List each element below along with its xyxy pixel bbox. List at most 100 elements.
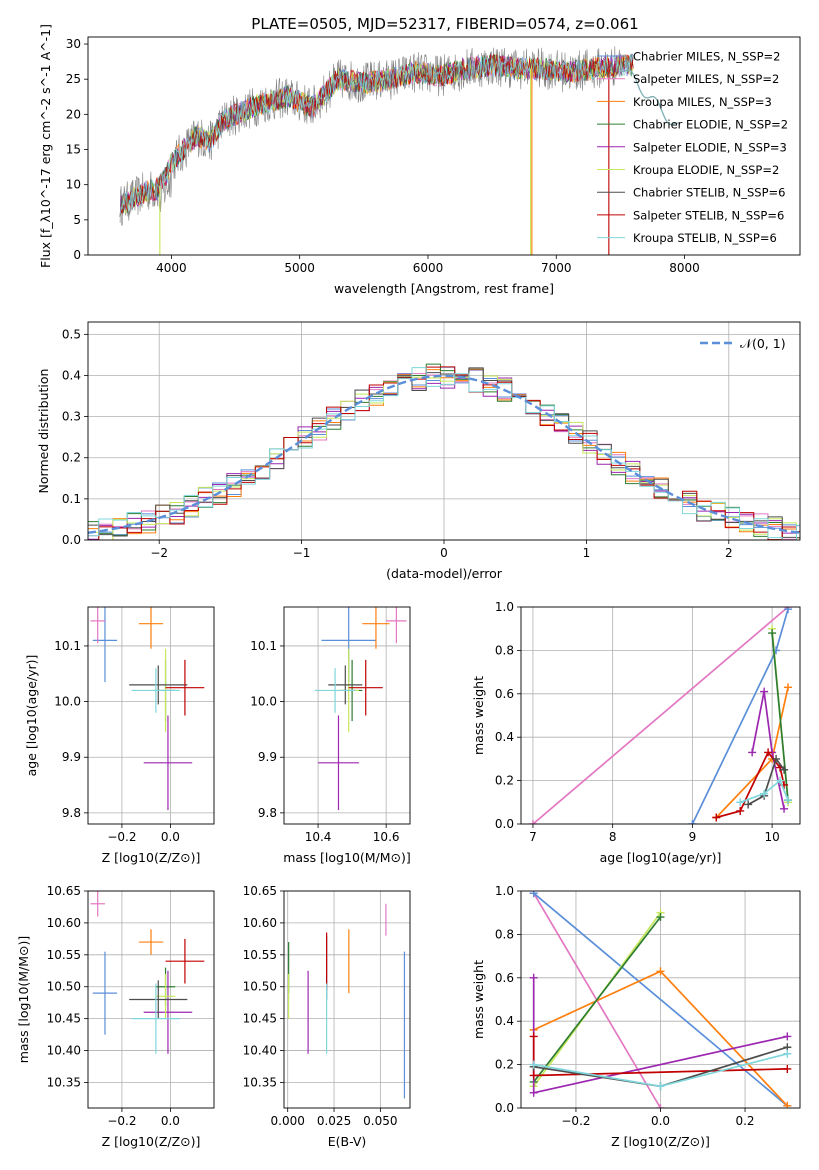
y-tick-label: 9.8 — [258, 806, 277, 820]
y-axis-label: mass [log10(M/M⊙)] — [16, 936, 31, 1064]
x-tick-label: 4000 — [156, 261, 187, 275]
series-kroupa_stelib-marker — [760, 789, 769, 798]
x-tick-label: 8000 — [669, 261, 700, 275]
y-tick-label: 10.35 — [47, 1075, 81, 1089]
x-tick-label: −2 — [150, 546, 168, 560]
x-tick-label: −0.2 — [561, 1114, 590, 1128]
histogram-kroupa_elodie-line — [88, 367, 800, 540]
series-salpeter_stelib-marker — [764, 748, 773, 757]
x-tick-label: −0.2 — [107, 1114, 136, 1128]
histogram-kroupa_stelib-line — [88, 367, 800, 540]
y-axis-label: mass weight — [471, 960, 486, 1039]
series-kroupa_miles-marker — [784, 683, 793, 692]
x-axis-label: Z [log10(Z/Z⊙)] — [611, 1134, 710, 1149]
y-tick-label: 0.0 — [62, 533, 81, 547]
x-axis-label: age [log10(age/yr)] — [600, 850, 722, 865]
x-axis-label: wavelength [Angstrom, rest frame] — [334, 281, 554, 296]
x-tick-label: 10.6 — [373, 830, 400, 844]
y-axis-label: mass weight — [471, 676, 486, 755]
legend-label: Kroupa MILES, N_SSP=3 — [633, 95, 772, 109]
mass_weight_vs_age-panel: 7 8 9 10 0.0 0.2 0.4 0.6 0.8 1.0 age [log10(age/yr… — [471, 600, 801, 865]
axes-frame — [87, 321, 801, 541]
mass_weight_vs_age-data — [528, 607, 793, 824]
series-kroupa_stelib-marker — [656, 1082, 665, 1091]
y-tick-label: 10.40 — [47, 1044, 81, 1058]
series-salpeter_elodie-marker — [760, 687, 769, 696]
y-tick-label: 0.6 — [495, 971, 514, 985]
series-chabrier_elodie-marker — [768, 629, 777, 638]
y-tick-label: 0.6 — [495, 687, 514, 701]
y-tick-label: 0.1 — [62, 492, 81, 506]
mass_vs_Z-panel: −0.2 0.0 10.35 10.40 10.45 10.50 10.55 10.60 10.… — [16, 884, 215, 1149]
legend-label: Chabrier MILES, N_SSP=2 — [633, 50, 780, 64]
y-tick-label: 9.8 — [62, 806, 81, 820]
series-chabrier_elodie-marker — [656, 913, 665, 922]
y-tick-label: 0.0 — [495, 1101, 514, 1115]
series-salpeter_miles-marker — [656, 1104, 665, 1108]
age_vs_Z-panel: −0.2 0.0 9.8 9.9 10.0 10.1 Z [log10(Z/Z⊙)] age … — [24, 606, 215, 865]
histogram-chabrier_stelib-line — [88, 367, 800, 539]
histogram-salpeter_stelib-line — [88, 366, 800, 540]
series-kroupa_stelib-marker — [784, 796, 793, 805]
y-tick-label: 10.55 — [243, 948, 277, 962]
y-tick-label: 10.50 — [47, 980, 81, 994]
series-salpeter_stelib-marker — [736, 806, 745, 815]
normal-curve-line — [88, 374, 800, 534]
y-tick-label: 0 — [73, 248, 81, 262]
y-tick-label: 10.45 — [47, 1012, 81, 1026]
age_vs_Z-data — [90, 607, 205, 811]
y-tick-label: 10.40 — [243, 1044, 277, 1058]
x-axis-label: E(B-V) — [328, 1134, 367, 1149]
y-tick-label: 0.2 — [495, 1058, 514, 1072]
series-salpeter_stelib-marker — [712, 813, 721, 822]
y-tick-label: 0.2 — [62, 451, 81, 465]
histogram-chabrier_elodie-line — [88, 363, 800, 540]
y-tick-label: 10.50 — [243, 980, 277, 994]
y-tick-label: 0.8 — [495, 643, 514, 657]
series-salpeter_elodie-marker — [529, 973, 538, 982]
legend: Chabrier MILES, N_SSP=2 Salpeter MILES, N… — [597, 50, 788, 245]
axes-frame — [520, 606, 801, 825]
x-tick-label: 7 — [529, 830, 537, 844]
y-tick-label: 10.1 — [250, 639, 277, 653]
mass_vs_ebv-data — [288, 903, 406, 1099]
series-kroupa_stelib-marker — [776, 776, 785, 785]
plot-layer: 4000 5000 6000 7000 8000051015202530Chabrier… — [16, 24, 801, 1149]
series-chabrier_miles-marker — [688, 820, 697, 824]
figure-title: PLATE=0505, MJD=52317, FIBERID=0574, z=0… — [251, 15, 638, 33]
x-axis-label: (data-model)/error — [386, 566, 503, 581]
x-tick-label: 0.025 — [317, 1114, 351, 1128]
y-tick-label: 10.45 — [243, 1012, 277, 1026]
y-tick-label: 30 — [66, 37, 81, 51]
series-chabrier_stelib-marker — [780, 765, 789, 774]
y-tick-label: 10.60 — [47, 916, 81, 930]
mass_weight_vs_Z-data — [529, 891, 792, 1108]
mass_vs_ebv-panel: 0.000 0.025 0.050 10.35 10.40 10.45 10.50 10.55… — [243, 884, 411, 1149]
x-tick-label: 7000 — [541, 261, 572, 275]
model-kroupa_stelib-line — [119, 53, 634, 217]
x-tick-label: 0.0 — [161, 1114, 180, 1128]
axes-frame — [87, 36, 801, 256]
series-salpeter_stelib-marker — [529, 1071, 538, 1080]
x-axis-label: mass [log10(M/M⊙)] — [283, 850, 411, 865]
series-salpeter_stelib-marker — [529, 1032, 538, 1041]
y-tick-label: 10.0 — [54, 695, 81, 709]
age_vs_mass-data — [314, 607, 407, 811]
mass_vs_Z-data — [90, 891, 205, 1054]
y-tick-label: 1.0 — [495, 884, 514, 898]
y-tick-label: 0.8 — [495, 927, 514, 941]
y-tick-label: 10.55 — [47, 948, 81, 962]
series-salpeter_miles-marker — [528, 820, 537, 824]
y-axis-label: age [log10(age/yr)] — [24, 655, 39, 777]
y-tick-label: 0.4 — [62, 368, 81, 382]
series-chabrier_miles-marker — [529, 891, 538, 898]
axes-frame — [520, 890, 801, 1109]
model-tail-line — [620, 69, 679, 126]
histogram-salpeter_miles-line — [88, 369, 800, 540]
y-tick-label: 5 — [73, 213, 81, 227]
y-tick-label: 15 — [66, 143, 81, 157]
series-chabrier_stelib-marker — [772, 754, 781, 763]
x-tick-label: 10.4 — [305, 830, 332, 844]
y-tick-label: 0.4 — [495, 730, 514, 744]
